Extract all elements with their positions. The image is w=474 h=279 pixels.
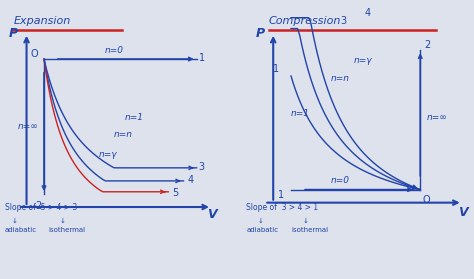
- Text: 3: 3: [199, 162, 205, 172]
- Text: 4: 4: [365, 8, 371, 18]
- Text: n=∞: n=∞: [18, 122, 38, 131]
- Text: Slope of  5 > 4 > 3: Slope of 5 > 4 > 3: [5, 203, 77, 212]
- Text: adiabatic: adiabatic: [5, 227, 37, 233]
- Text: 5: 5: [173, 188, 179, 198]
- Text: O: O: [422, 195, 430, 205]
- Text: P: P: [255, 27, 264, 40]
- Text: n=0: n=0: [331, 176, 350, 185]
- Text: V: V: [208, 208, 217, 221]
- Text: 3: 3: [340, 16, 346, 26]
- Text: V: V: [458, 206, 468, 219]
- Text: Slope of  3 > 4 > 1: Slope of 3 > 4 > 1: [246, 203, 319, 212]
- Text: ↓: ↓: [302, 218, 308, 224]
- Text: ↓: ↓: [59, 218, 65, 224]
- Text: n=n: n=n: [331, 74, 350, 83]
- Text: Compression: Compression: [269, 16, 341, 25]
- Text: ↓: ↓: [11, 218, 17, 224]
- Text: Expansion: Expansion: [13, 16, 71, 25]
- Text: 1: 1: [278, 190, 284, 200]
- Text: 1: 1: [273, 64, 279, 74]
- Text: isothermal: isothermal: [291, 227, 328, 233]
- Text: isothermal: isothermal: [48, 227, 85, 233]
- Text: 2: 2: [425, 40, 431, 50]
- Text: n=γ: n=γ: [354, 56, 372, 65]
- Text: 4: 4: [188, 175, 194, 185]
- Text: O: O: [31, 49, 38, 59]
- Text: n=0: n=0: [105, 45, 124, 54]
- Text: n=∞: n=∞: [427, 113, 447, 122]
- Text: n=n: n=n: [114, 130, 133, 140]
- Text: 1: 1: [199, 53, 205, 63]
- Text: 2: 2: [35, 201, 42, 211]
- Text: n=1: n=1: [125, 113, 144, 122]
- Text: ↓: ↓: [258, 218, 264, 224]
- Text: P: P: [9, 27, 18, 40]
- Text: n=1: n=1: [291, 109, 310, 118]
- Text: adiabatic: adiabatic: [246, 227, 279, 233]
- Text: n=γ: n=γ: [99, 150, 117, 159]
